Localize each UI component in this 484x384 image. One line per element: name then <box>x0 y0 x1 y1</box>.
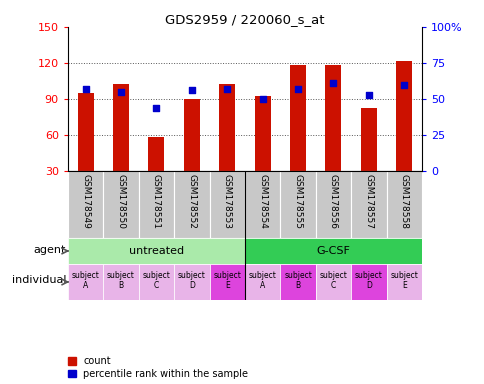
Text: GSM178558: GSM178558 <box>399 174 408 229</box>
Bar <box>68 265 103 300</box>
Bar <box>289 65 305 172</box>
Bar <box>209 172 244 238</box>
Bar <box>209 265 244 300</box>
Text: GSM178556: GSM178556 <box>328 174 337 229</box>
Bar <box>280 265 315 300</box>
Text: subject
B: subject B <box>284 270 311 290</box>
Bar <box>244 238 421 265</box>
Point <box>117 89 125 95</box>
Text: subject
E: subject E <box>213 270 241 290</box>
Text: GSM178554: GSM178554 <box>257 174 267 229</box>
Bar <box>325 65 341 172</box>
Bar <box>315 265 350 300</box>
Point <box>223 86 230 92</box>
Bar <box>395 61 411 172</box>
Bar <box>315 172 350 238</box>
Bar <box>183 99 199 172</box>
Text: GSM178553: GSM178553 <box>222 174 231 229</box>
Text: GSM178551: GSM178551 <box>151 174 161 229</box>
Text: GSM178555: GSM178555 <box>293 174 302 229</box>
Bar <box>174 172 209 238</box>
Text: untreated: untreated <box>129 246 183 256</box>
Point <box>258 96 266 102</box>
Bar <box>103 172 138 238</box>
Bar <box>68 172 103 238</box>
Bar <box>244 172 280 238</box>
Point <box>152 105 160 111</box>
Text: G-CSF: G-CSF <box>316 246 349 256</box>
Bar <box>68 238 244 265</box>
Point <box>81 86 89 92</box>
Text: GSM178552: GSM178552 <box>187 174 196 229</box>
Bar <box>350 172 386 238</box>
Bar <box>103 265 138 300</box>
Text: subject
D: subject D <box>354 270 382 290</box>
Text: subject
C: subject C <box>142 270 170 290</box>
Title: GDS2959 / 220060_s_at: GDS2959 / 220060_s_at <box>165 13 324 26</box>
Bar <box>138 172 174 238</box>
Text: individual: individual <box>12 275 66 285</box>
Text: GSM178550: GSM178550 <box>116 174 125 229</box>
Text: GSM178549: GSM178549 <box>81 174 90 229</box>
Bar <box>138 265 174 300</box>
Point <box>187 88 195 94</box>
Text: subject
A: subject A <box>248 270 276 290</box>
Text: subject
D: subject D <box>178 270 205 290</box>
Bar <box>77 93 93 172</box>
Bar <box>254 96 270 172</box>
Bar <box>280 172 315 238</box>
Text: subject
C: subject C <box>319 270 347 290</box>
Bar <box>360 108 376 172</box>
Text: subject
E: subject E <box>390 270 417 290</box>
Bar <box>386 265 421 300</box>
Bar <box>350 265 386 300</box>
Point <box>293 86 301 92</box>
Legend: count, percentile rank within the sample: count, percentile rank within the sample <box>68 356 248 379</box>
Bar <box>244 265 280 300</box>
Point <box>329 80 336 86</box>
Bar <box>219 83 235 172</box>
Text: subject
B: subject B <box>107 270 135 290</box>
Bar <box>148 137 164 172</box>
Bar <box>113 83 129 172</box>
Point <box>399 82 407 88</box>
Text: GSM178557: GSM178557 <box>363 174 373 229</box>
Text: agent: agent <box>34 245 66 255</box>
Bar <box>386 172 421 238</box>
Text: subject
A: subject A <box>72 270 99 290</box>
Point <box>364 92 372 98</box>
Bar <box>174 265 209 300</box>
